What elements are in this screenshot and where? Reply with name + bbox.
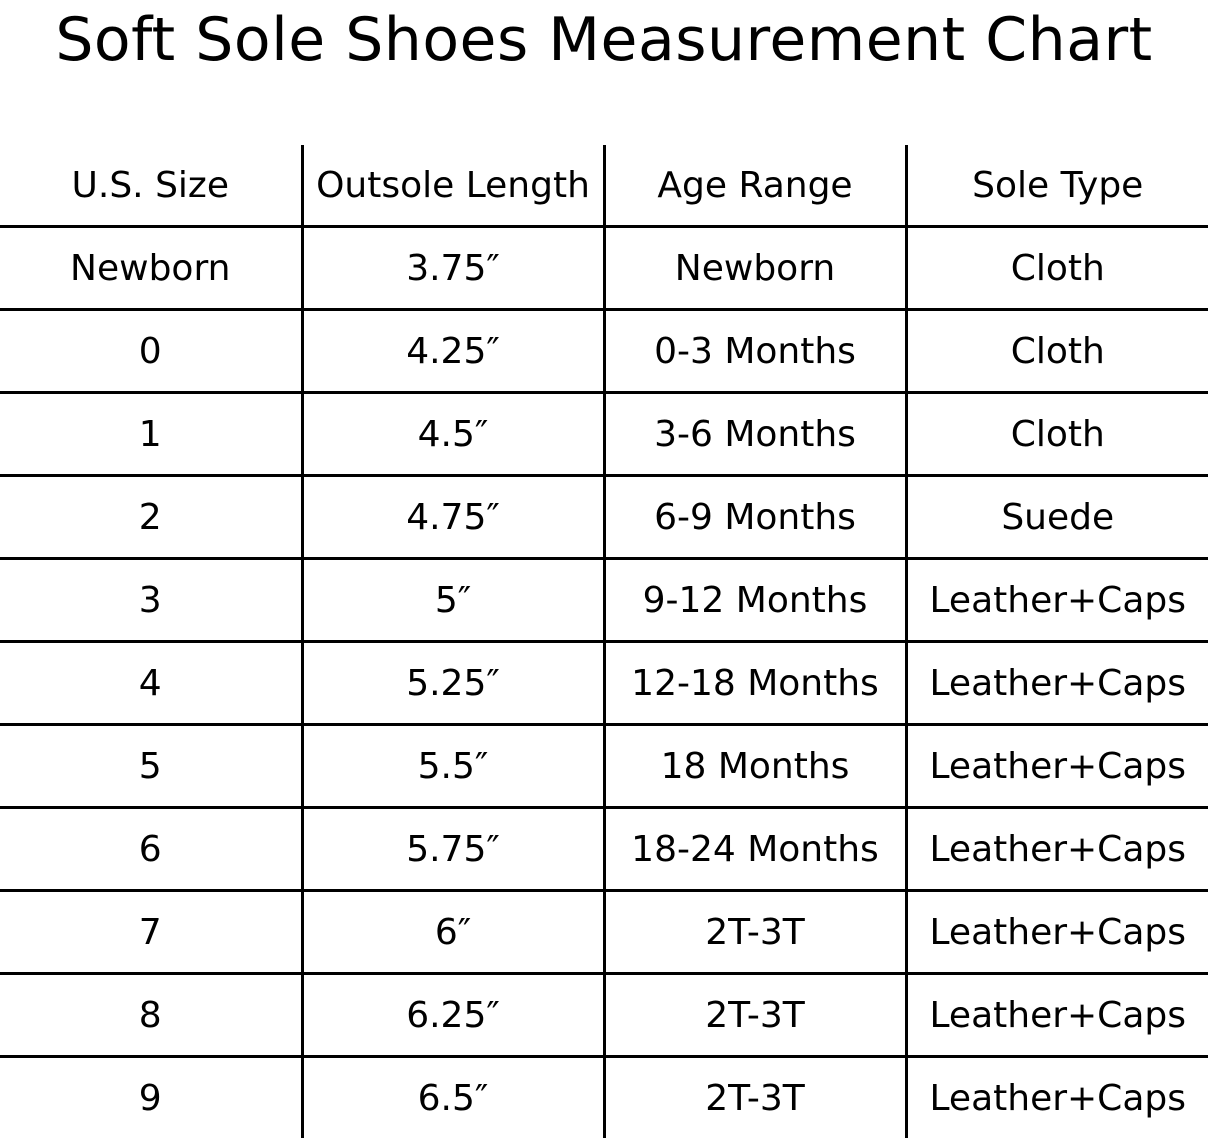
cell-age-range: 3-6 Months [602,392,906,477]
cell-sole-type: Leather+Caps [904,973,1208,1058]
cell-us-size: 4 [0,641,302,726]
table-row: 2 4.75″ 6-9 Months Suede [0,475,1208,560]
cell-sole-type: Suede [904,475,1208,560]
table-row: 6 5.75″ 18-24 Months Leather+Caps [0,807,1208,892]
cell-age-range: 9-12 Months [602,558,906,643]
cell-sole-type: Leather+Caps [904,807,1208,892]
cell-us-size: 6 [0,807,302,892]
cell-outsole-length: 5″ [300,558,604,643]
table-row: 5 5.5″ 18 Months Leather+Caps [0,724,1208,809]
cell-age-range: 18-24 Months [602,807,906,892]
cell-us-size: 5 [0,724,302,809]
table-row: 1 4.5″ 3-6 Months Cloth [0,392,1208,477]
table-row: 9 6.5″ 2T-3T Leather+Caps [0,1056,1208,1138]
cell-age-range: Newborn [602,226,906,311]
cell-age-range: 2T-3T [602,1056,906,1138]
cell-us-size: 3 [0,558,302,643]
cell-outsole-length: 6″ [300,890,604,975]
cell-age-range: 2T-3T [602,890,906,975]
cell-outsole-length: 6.5″ [300,1056,604,1138]
cell-outsole-length: 5.75″ [300,807,604,892]
cell-sole-type: Leather+Caps [904,890,1208,975]
cell-sole-type: Leather+Caps [904,1056,1208,1138]
header-row: U.S. Size Outsole Length Age Range Sole … [0,145,1208,228]
cell-age-range: 2T-3T [602,973,906,1058]
cell-sole-type: Leather+Caps [904,641,1208,726]
table-row: 0 4.25″ 0-3 Months Cloth [0,309,1208,394]
cell-us-size: 2 [0,475,302,560]
cell-outsole-length: 3.75″ [300,226,604,311]
cell-outsole-length: 4.75″ [300,475,604,560]
cell-outsole-length: 5.5″ [300,724,604,809]
header-sole-type: Sole Type [904,145,1208,228]
table-row: 7 6″ 2T-3T Leather+Caps [0,890,1208,975]
cell-outsole-length: 4.25″ [300,309,604,394]
measurement-table: U.S. Size Outsole Length Age Range Sole … [0,145,1208,1138]
header-outsole-length: Outsole Length [300,145,604,228]
cell-sole-type: Leather+Caps [904,724,1208,809]
cell-age-range: 0-3 Months [602,309,906,394]
cell-us-size: Newborn [0,226,302,311]
table-row: Newborn 3.75″ Newborn Cloth [0,226,1208,311]
cell-outsole-length: 4.5″ [300,392,604,477]
header-age-range: Age Range [602,145,906,228]
table-row: 3 5″ 9-12 Months Leather+Caps [0,558,1208,643]
header-us-size: U.S. Size [0,145,302,228]
cell-us-size: 0 [0,309,302,394]
page-title: Soft Sole Shoes Measurement Chart [55,5,1153,75]
cell-us-size: 9 [138,1077,162,1119]
table-row: 4 5.25″ 12-18 Months Leather+Caps [0,641,1208,726]
cell-age-range: 12-18 Months [602,641,906,726]
cell-outsole-length: 5.25″ [300,641,604,726]
cell-sole-type: Cloth [904,309,1208,394]
cell-sole-type: Cloth [904,392,1208,477]
cell-us-size: 7 [0,890,302,975]
cell-us-size: 1 [0,392,302,477]
cell-age-range: 6-9 Months [602,475,906,560]
cell-us-size: 8 [0,973,302,1058]
table-row: 8 6.25″ 2T-3T Leather+Caps [0,973,1208,1058]
cell-sole-type: Leather+Caps [904,558,1208,643]
cell-sole-type: Cloth [904,226,1208,311]
cell-age-range: 18 Months [602,724,906,809]
cell-outsole-length: 6.25″ [300,973,604,1058]
